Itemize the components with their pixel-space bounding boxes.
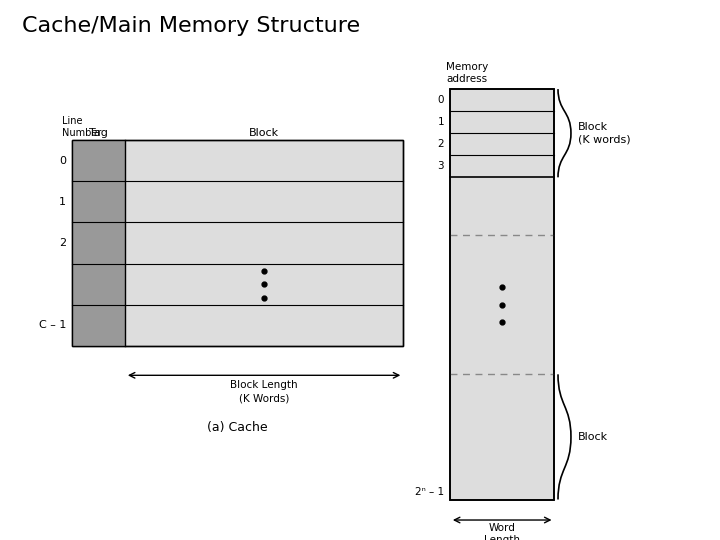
Text: Memory
address: Memory address xyxy=(446,62,489,84)
Text: Cache/Main Memory Structure: Cache/Main Memory Structure xyxy=(22,16,360,36)
Text: Line
Number: Line Number xyxy=(63,116,102,138)
Text: Block Length: Block Length xyxy=(230,380,298,390)
Text: Length: Length xyxy=(484,535,521,540)
Text: 2: 2 xyxy=(438,139,444,149)
Text: Block: Block xyxy=(578,122,608,132)
Text: C – 1: C – 1 xyxy=(39,320,66,330)
Text: Block: Block xyxy=(249,127,279,138)
Text: (K words): (K words) xyxy=(578,134,631,144)
Text: 2: 2 xyxy=(59,238,66,248)
Text: Tag: Tag xyxy=(89,127,108,138)
Bar xyxy=(72,140,125,346)
Text: 0: 0 xyxy=(59,156,66,166)
Text: 0: 0 xyxy=(438,95,444,105)
Text: 1: 1 xyxy=(59,197,66,207)
Bar xyxy=(450,89,554,500)
Bar xyxy=(72,140,403,346)
Text: (K Words): (K Words) xyxy=(239,393,289,403)
Text: 2ⁿ – 1: 2ⁿ – 1 xyxy=(415,487,444,497)
Bar xyxy=(450,89,554,500)
Text: 3: 3 xyxy=(438,161,444,171)
Text: (a) Cache: (a) Cache xyxy=(207,421,268,434)
Bar xyxy=(72,140,403,346)
Text: Word: Word xyxy=(489,523,516,534)
Text: Block: Block xyxy=(578,432,608,442)
Text: 1: 1 xyxy=(438,117,444,127)
